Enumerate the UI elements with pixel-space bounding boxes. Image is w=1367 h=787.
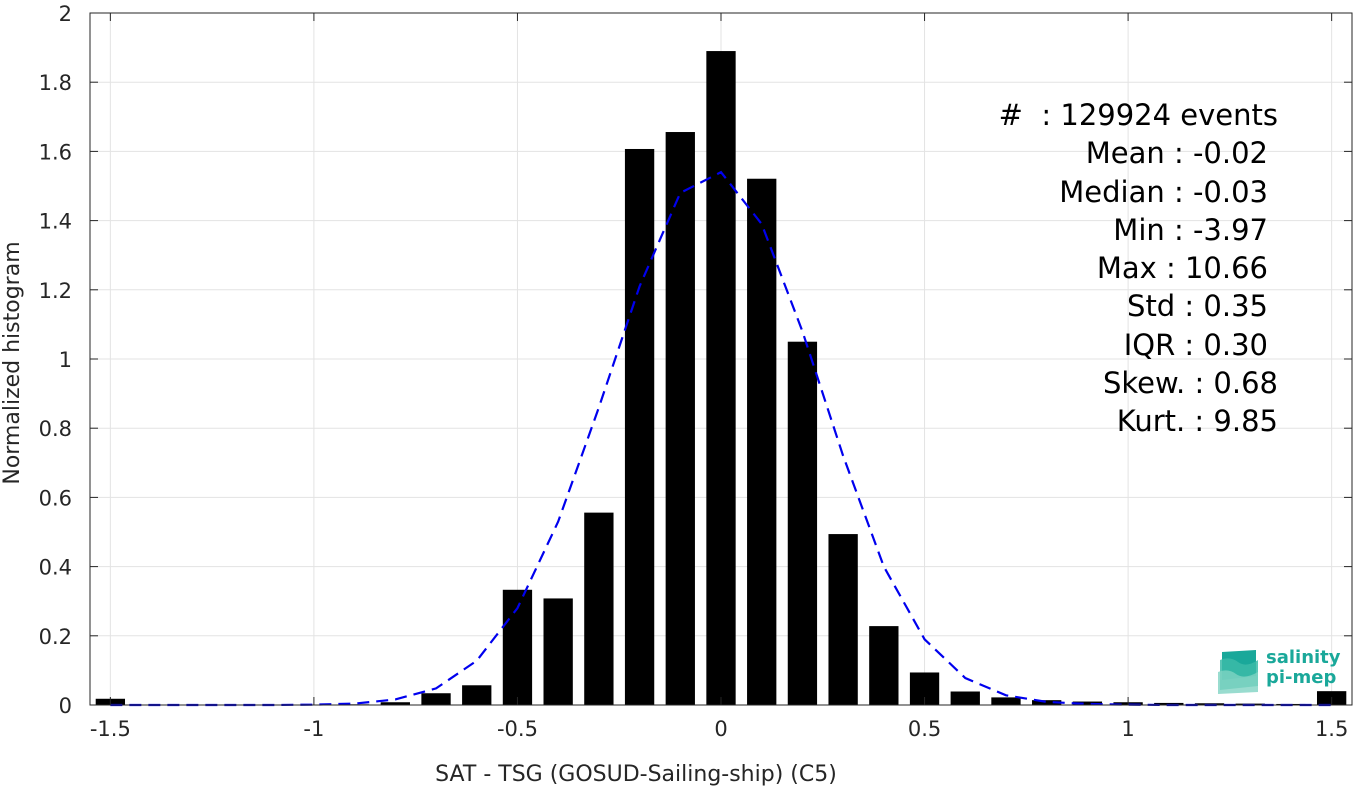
logo-line-1: salinity — [1266, 647, 1341, 668]
stat-max: Max : 10.66 — [1096, 251, 1268, 286]
histogram-bar — [421, 693, 451, 705]
x-tick-label: 1 — [1121, 717, 1134, 741]
logo-waves-icon — [1218, 650, 1258, 694]
y-tick-label: 0.4 — [39, 556, 72, 580]
y-tick-label: 1 — [59, 348, 72, 372]
histogram-bar — [624, 148, 655, 705]
stat-std: Std : 0.35 — [1127, 289, 1268, 324]
histogram-bar — [747, 178, 777, 705]
histogram-bar — [787, 341, 818, 705]
histogram-bar — [584, 512, 614, 705]
y-tick-label: 1.4 — [39, 210, 72, 234]
histogram-bar — [950, 691, 980, 705]
x-tick-label: -1 — [303, 717, 324, 741]
histogram-bar — [1032, 700, 1062, 705]
y-tick-label: 1.8 — [39, 71, 72, 95]
stat-mean: Mean : -0.02 — [1085, 136, 1268, 171]
y-axis-label: Normalized histogram — [0, 241, 25, 484]
stat-median: Median : -0.03 — [1059, 174, 1268, 209]
x-axis-label: SAT - TSG (GOSUD-Sailing-ship) (C5) — [435, 762, 837, 787]
histogram-bar — [462, 685, 492, 705]
histogram-bar — [1072, 701, 1103, 705]
logo-text: salinity pi-mep — [1266, 648, 1341, 688]
stat-skew: Skew. : 0.68 — [1102, 366, 1278, 401]
logo-line-2: pi-mep — [1266, 667, 1337, 688]
x-tick-label: -1.5 — [90, 717, 131, 741]
histogram-bar — [543, 598, 573, 705]
fit-curve — [110, 170, 1332, 707]
x-tick-label: 0 — [714, 717, 727, 741]
x-tick-label: 0.5 — [908, 717, 941, 741]
y-tick-label: 0 — [59, 694, 72, 718]
salinity-pimep-logo: salinity pi-mep — [1216, 646, 1346, 694]
histogram-bar — [706, 51, 736, 706]
histogram-bar — [828, 534, 858, 705]
y-tick-label: 0.2 — [39, 625, 72, 649]
stat-iqr: IQR : 0.30 — [1123, 327, 1268, 362]
histogram-bar — [665, 132, 695, 706]
histogram-bar — [869, 626, 899, 705]
axis-ticks: -1.5 -1 -0.5 0 0.5 1 1.5 0 0.2 0.4 0.6 0.8 1 1.2 1.4 1.… — [39, 2, 1352, 741]
y-tick-label: 0.8 — [39, 417, 72, 441]
y-tick-label: 1.6 — [39, 140, 72, 164]
stat-min: Min : -3.97 — [1113, 212, 1268, 247]
stat-kurt: Kurt. : 9.85 — [1116, 404, 1278, 439]
histogram-bar — [991, 697, 1021, 705]
statistics-box: # : 129924 events Mean : -0.02 Median : … — [999, 96, 1278, 441]
histogram-bar — [380, 702, 410, 705]
histogram-bars — [95, 51, 1347, 706]
y-tick-label: 2 — [59, 2, 72, 26]
x-tick-label: -0.5 — [497, 717, 538, 741]
y-tick-label: 0.6 — [39, 486, 72, 510]
y-tick-label: 1.2 — [39, 279, 72, 303]
stat-events: # : 129924 events — [998, 98, 1278, 132]
x-tick-label: 1.5 — [1315, 717, 1348, 741]
